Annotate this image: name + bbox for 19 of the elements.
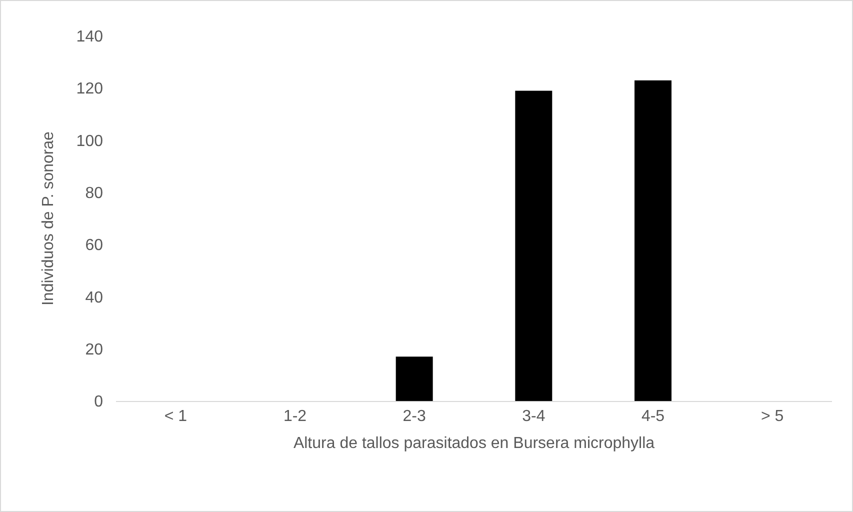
y-tick-label: 140 xyxy=(76,28,104,46)
y-tick-label: 120 xyxy=(76,80,104,98)
x-tick-label: 1-2 xyxy=(283,408,307,426)
y-tick-label: 100 xyxy=(76,132,104,150)
x-axis-title: Altura de tallos parasitados en Bursera microphylla xyxy=(293,434,655,452)
x-tick-label: 4-5 xyxy=(641,408,665,426)
x-tick-label: 2-3 xyxy=(402,408,426,426)
y-tick-label: 40 xyxy=(85,289,104,306)
y-tick-label: 0 xyxy=(94,394,104,411)
bar xyxy=(515,90,552,401)
bar xyxy=(396,356,433,401)
y-tick-label: 80 xyxy=(85,185,104,202)
y-tick-label: 20 xyxy=(85,341,104,358)
x-tick-label: < 1 xyxy=(164,408,188,426)
bar xyxy=(634,80,672,401)
y-tick-label: 60 xyxy=(85,237,104,254)
x-tick-label: 3-4 xyxy=(522,408,546,426)
y-axis-title: Individuos de P. sonorae xyxy=(40,131,58,306)
x-tick-label: > 5 xyxy=(760,408,784,426)
